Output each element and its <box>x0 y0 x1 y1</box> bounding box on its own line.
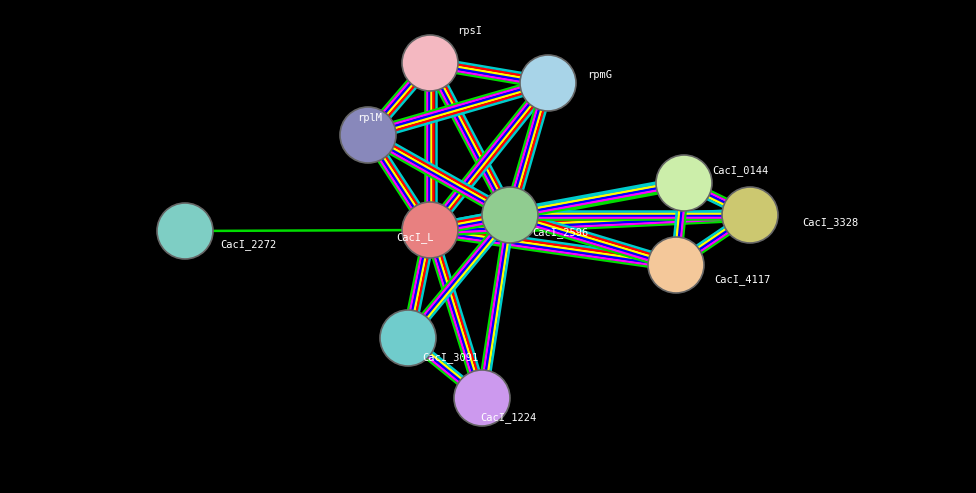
Circle shape <box>482 187 538 243</box>
Text: CacI_L: CacI_L <box>396 233 433 244</box>
Text: CacI_4117: CacI_4117 <box>713 275 770 285</box>
Circle shape <box>656 155 712 211</box>
Text: rpsI: rpsI <box>458 26 482 36</box>
Circle shape <box>520 55 576 111</box>
Circle shape <box>402 202 458 258</box>
Circle shape <box>454 370 510 426</box>
Circle shape <box>157 203 213 259</box>
Text: CacI_1224: CacI_1224 <box>480 413 536 423</box>
Text: CacI_0144: CacI_0144 <box>712 166 768 176</box>
Text: CacI_3328: CacI_3328 <box>802 217 858 228</box>
Circle shape <box>340 107 396 163</box>
Text: CacI_2272: CacI_2272 <box>220 240 276 250</box>
Text: CacI_3091: CacI_3091 <box>422 352 478 363</box>
Text: rplM: rplM <box>357 113 383 123</box>
Circle shape <box>402 35 458 91</box>
Circle shape <box>648 237 704 293</box>
Circle shape <box>380 310 436 366</box>
Text: rpmG: rpmG <box>588 70 613 80</box>
Text: CacI_2596: CacI_2596 <box>532 228 589 239</box>
Circle shape <box>722 187 778 243</box>
